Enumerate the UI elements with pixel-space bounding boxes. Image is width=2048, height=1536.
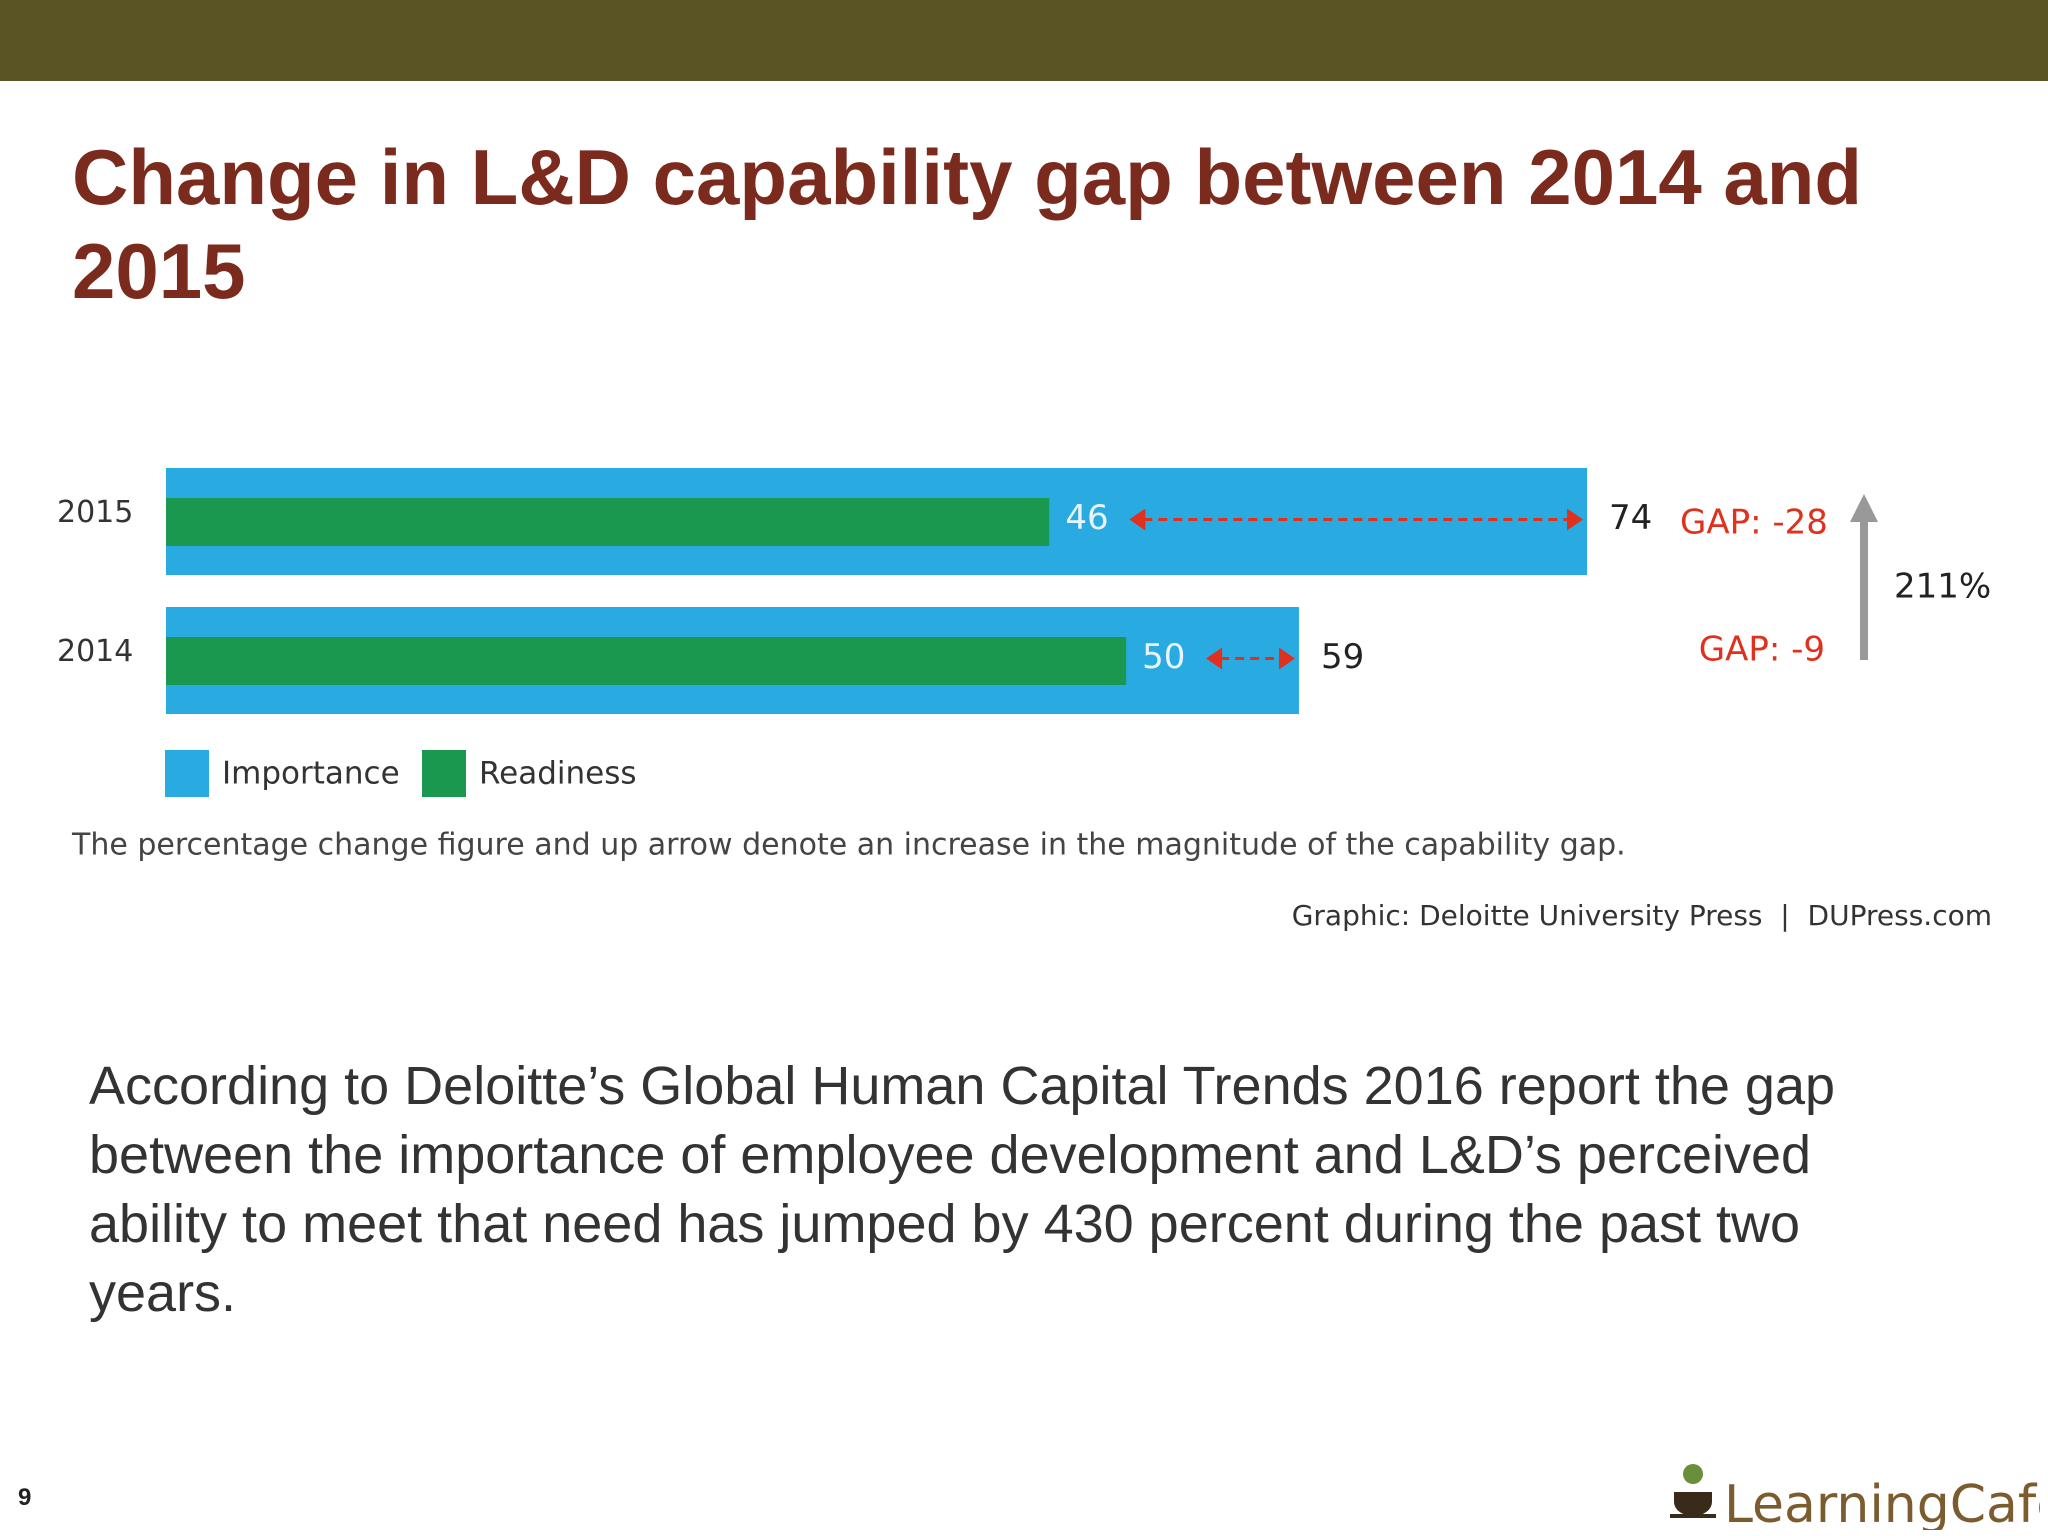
gap-arrow-head [1129,508,1146,531]
body-text: According to Deloitte’s Global Human Cap… [89,1056,1836,1323]
page-number: 9 [18,1484,32,1511]
chart: The percentage change figure and up arro… [57,468,1992,932]
legend-label: Importance [222,756,400,792]
change-annotation: 211% [1894,567,1991,607]
chart-note: The percentage change figure and up arro… [71,828,1626,863]
gap-annotation: GAP: -28 [1680,503,1828,543]
header-band [0,0,2048,81]
chart-source: Graphic: Deloitte University Press | DUP… [1292,899,1992,932]
logo-tree [1683,1464,1703,1484]
data-label: 50 [1142,637,1185,677]
increase-arrow [1850,494,1878,660]
logo-cup [1674,1492,1712,1516]
gap-arrow-head [1206,647,1223,670]
y-tick-label: 2015 [57,495,133,530]
y-tick-label: 2014 [57,634,133,669]
legend-swatch [165,750,209,797]
gap-arrow-head [1567,508,1583,531]
legend-swatch [422,750,466,797]
bar [166,637,1127,685]
legend-label: Readiness [479,756,637,792]
slide-title: Change in L&D capability gap between 201… [72,133,1863,315]
logo-text: LearningCafe [1724,1475,2040,1530]
data-label: 59 [1321,637,1364,677]
logo: LearningCafe [1670,1464,2040,1530]
data-label: 74 [1609,498,1652,538]
gap-arrow-head [1278,647,1295,670]
bar [166,498,1050,546]
data-label: 46 [1065,498,1108,538]
gap-annotation: GAP: -9 [1699,630,1825,670]
